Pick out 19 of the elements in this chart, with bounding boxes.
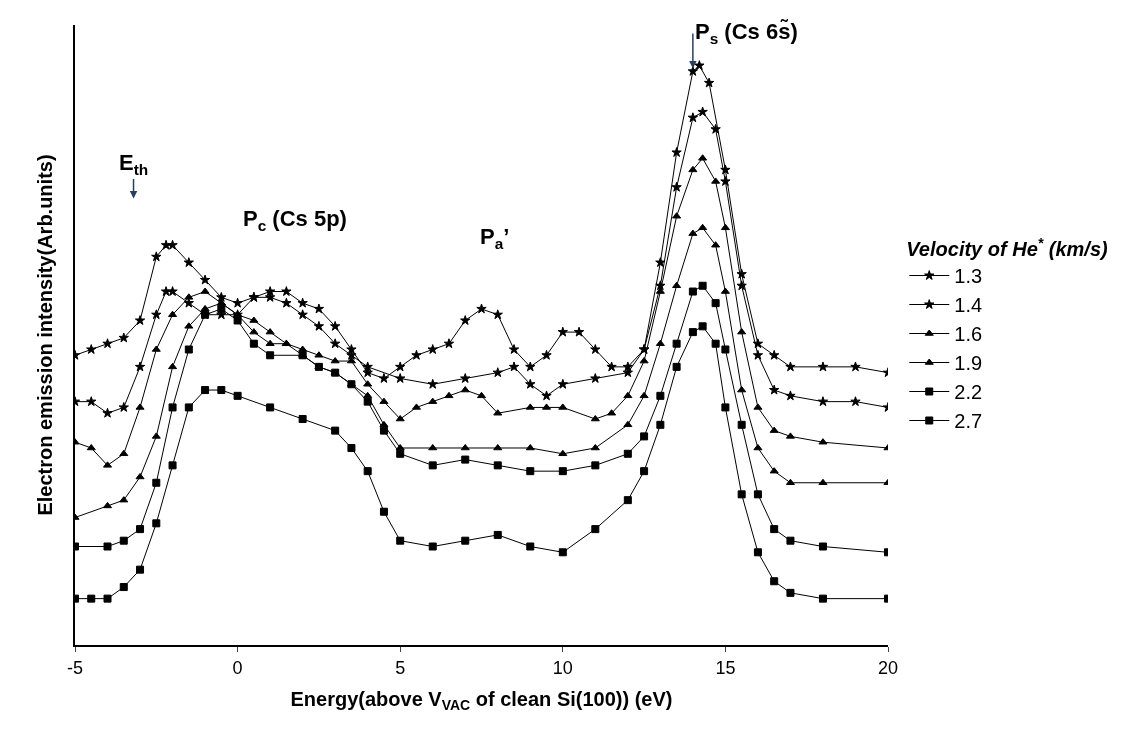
x-tick-label: 15 — [715, 657, 736, 678]
x-tick-label: 10 — [552, 657, 573, 678]
legend-label: 1.6 — [954, 323, 983, 346]
legend-label: 2.7 — [954, 410, 983, 433]
legend-label: 1.3 — [954, 265, 983, 288]
x-tick-label: -5 — [66, 657, 84, 678]
x-tick-label: 20 — [877, 657, 899, 678]
legend-label: 1.9 — [954, 352, 983, 375]
legend-title: Velocity of He$^{*}$ (km/s) — [906, 234, 1109, 260]
annotation: P$_{a}$’ — [480, 224, 510, 252]
x-axis-title: Energy(above V$_{VAC}$ of clean Si(100)) (eV) — [290, 687, 673, 713]
x-tick-label: 5 — [395, 657, 406, 678]
text: P$_{s}$ (Cs 6s̃) — [695, 19, 798, 47]
annotation: E$_{th}$ — [119, 150, 149, 178]
y-axis-title: Electron emission intensity(Arb.units) — [34, 154, 56, 516]
x-tick-label: 0 — [232, 657, 243, 678]
legend-label: 1.4 — [954, 294, 983, 317]
legend-label: 2.2 — [954, 381, 983, 404]
annotation: P$_{c}$ (Cs 5p) — [243, 206, 347, 234]
